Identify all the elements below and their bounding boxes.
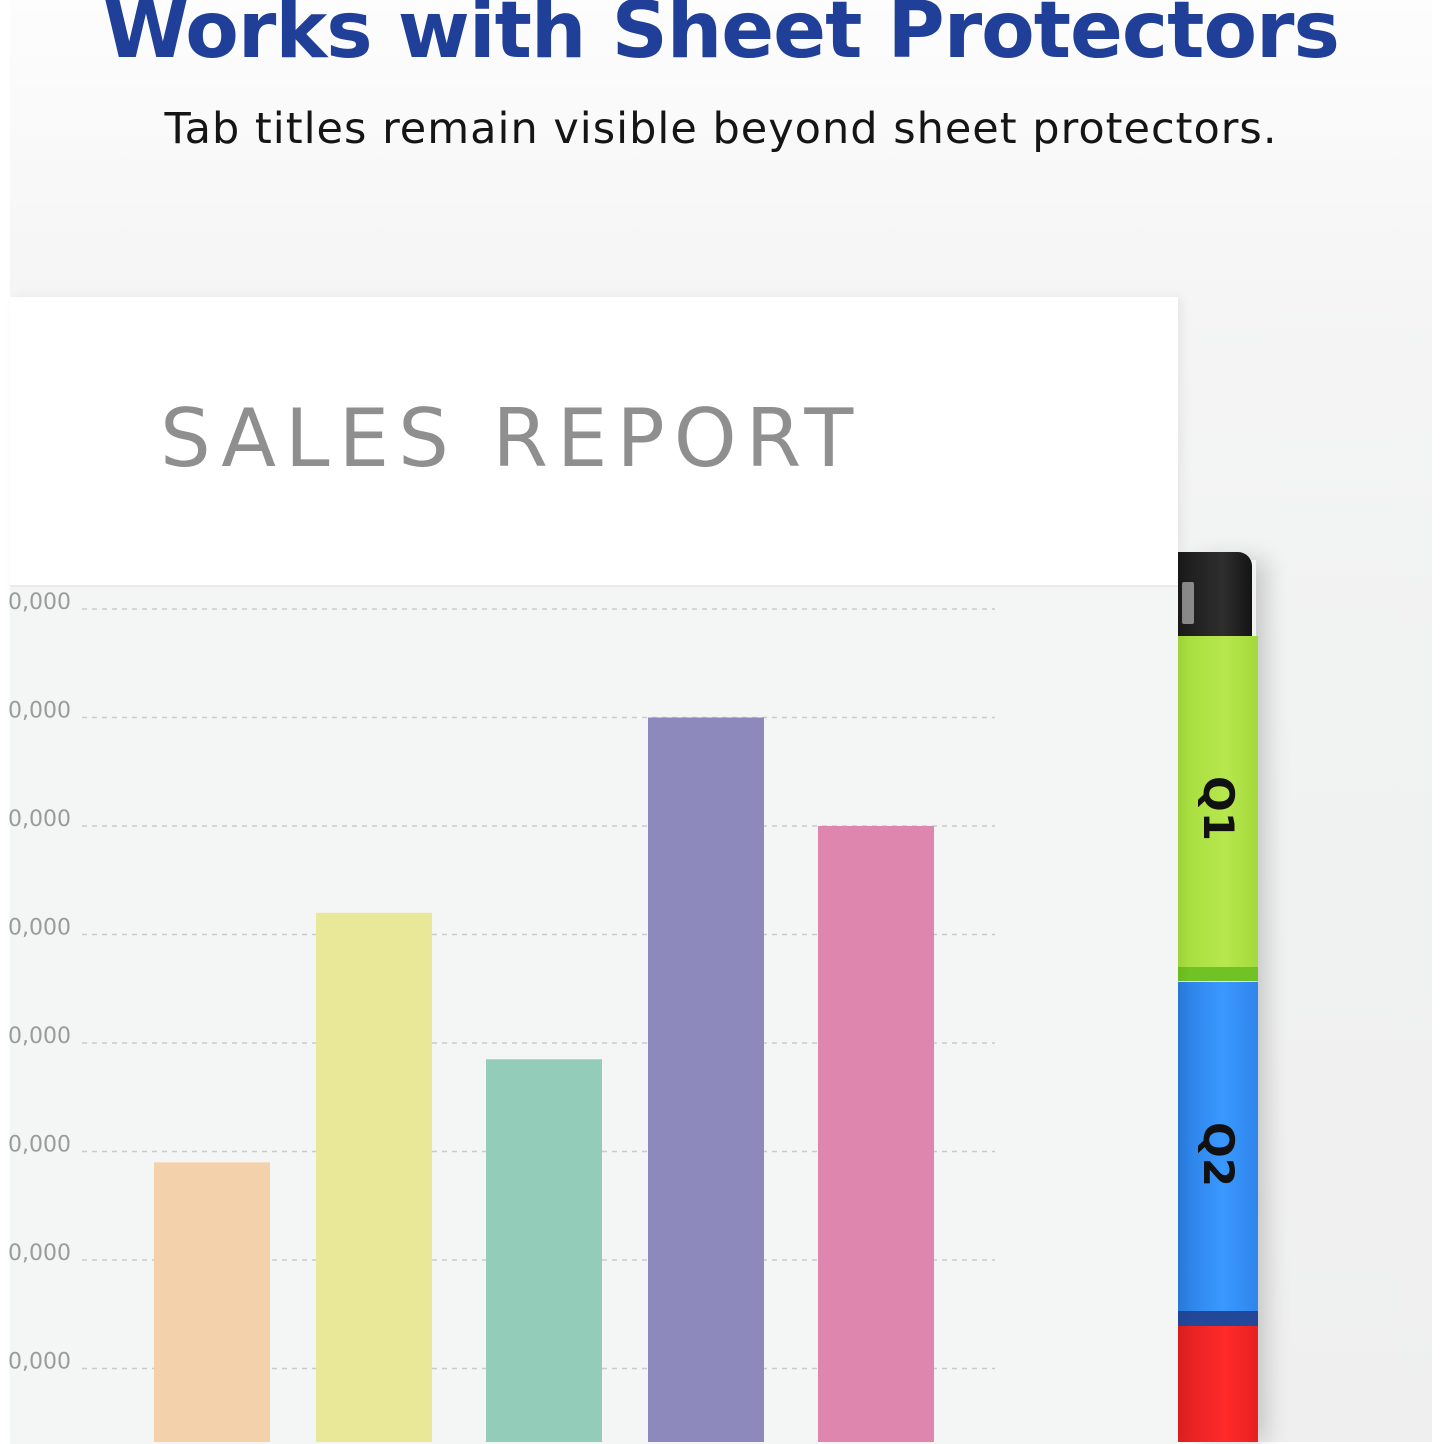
- y-tick-label: 0,000: [8, 699, 71, 724]
- tab-red[interactable]: [1178, 1326, 1258, 1442]
- tab-clip-window: [1182, 582, 1194, 624]
- y-tick-label: 0,000: [8, 1350, 71, 1375]
- bar: [818, 826, 934, 1442]
- chart-y-tick-labels: 0,000 0,000 0,000 0,000 0,000 0,000 0,000 0,000: [8, 590, 71, 1375]
- bar: [316, 912, 432, 1442]
- tab-q1[interactable]: Q1: [1178, 636, 1258, 981]
- bar: [154, 1162, 270, 1442]
- headline: Works with Sheet Protectors: [103, 0, 1340, 76]
- tab-q2[interactable]: Q2: [1178, 982, 1258, 1327]
- subheadline: Tab titles remain visible beyond sheet p…: [164, 104, 1278, 154]
- y-tick-label: 0,000: [8, 590, 71, 615]
- y-tick-label: 0,000: [8, 1024, 71, 1049]
- black-divider-tab: [1178, 552, 1252, 652]
- tab-q1-edge: [1178, 967, 1258, 981]
- bar: [486, 1059, 602, 1442]
- bar: [648, 717, 764, 1442]
- y-tick-label: 0,000: [8, 1241, 71, 1266]
- y-tick-label: 0,000: [8, 916, 71, 941]
- y-tick-label: 0,000: [8, 1133, 71, 1158]
- report-title: SALES REPORT: [160, 392, 863, 485]
- divider-tab-stack: Q1 Q2: [1178, 550, 1268, 1442]
- y-tick-label: 0,000: [8, 807, 71, 832]
- chart-bars: [154, 717, 934, 1442]
- tab-q2-edge: [1178, 1311, 1258, 1327]
